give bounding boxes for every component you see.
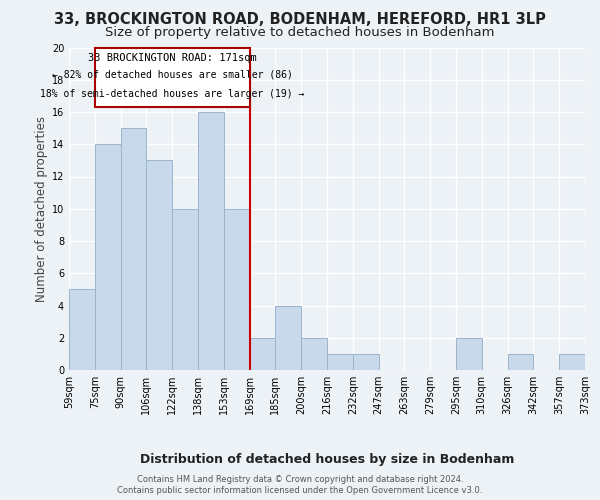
Bar — [121, 128, 146, 370]
Bar — [353, 354, 379, 370]
Text: 18% of semi-detached houses are larger (19) →: 18% of semi-detached houses are larger (… — [40, 90, 304, 100]
Text: Contains public sector information licensed under the Open Government Licence v3: Contains public sector information licen… — [118, 486, 482, 495]
Bar — [224, 209, 250, 370]
Bar — [559, 354, 585, 370]
Y-axis label: Number of detached properties: Number of detached properties — [35, 116, 47, 302]
Text: Size of property relative to detached houses in Bodenham: Size of property relative to detached ho… — [105, 26, 495, 39]
Text: Contains HM Land Registry data © Crown copyright and database right 2024.: Contains HM Land Registry data © Crown c… — [137, 475, 463, 484]
Bar — [172, 209, 198, 370]
FancyBboxPatch shape — [95, 48, 250, 107]
Bar — [456, 338, 482, 370]
Bar — [301, 338, 327, 370]
Bar — [198, 112, 224, 370]
Bar — [327, 354, 353, 370]
Bar — [508, 354, 533, 370]
Text: 33, BROCKINGTON ROAD, BODENHAM, HEREFORD, HR1 3LP: 33, BROCKINGTON ROAD, BODENHAM, HEREFORD… — [54, 12, 546, 28]
X-axis label: Distribution of detached houses by size in Bodenham: Distribution of detached houses by size … — [140, 453, 514, 466]
Text: ← 82% of detached houses are smaller (86): ← 82% of detached houses are smaller (86… — [52, 69, 293, 79]
Bar — [69, 290, 95, 370]
Bar — [146, 160, 172, 370]
Text: 33 BROCKINGTON ROAD: 171sqm: 33 BROCKINGTON ROAD: 171sqm — [88, 53, 257, 63]
Bar — [275, 306, 301, 370]
Bar — [250, 338, 275, 370]
Bar — [95, 144, 121, 370]
